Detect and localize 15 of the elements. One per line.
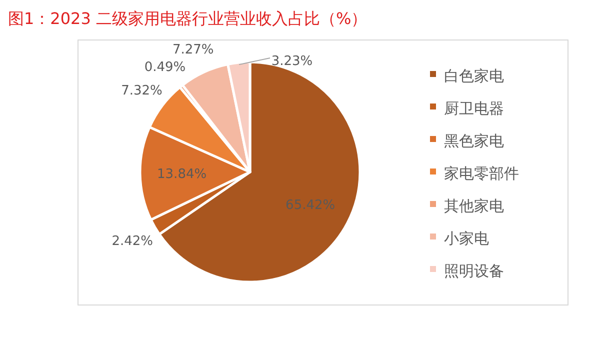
data-label: 7.27%	[172, 42, 214, 58]
legend-label: 照明设备	[444, 262, 504, 280]
legend-label: 家电零部件	[444, 164, 519, 182]
legend-label: 黑色家电	[444, 132, 504, 150]
chart-title: 图1：2023 二级家用电器行业营业收入占比（%）	[8, 9, 368, 28]
data-label: 0.49%	[144, 60, 186, 75]
data-label: 2.42%	[112, 234, 154, 250]
legend-label: 其他家电	[444, 197, 504, 215]
legend-label: 白色家电	[444, 67, 504, 85]
legend-label: 厨卫电器	[444, 100, 504, 118]
legend-label: 小家电	[444, 230, 489, 248]
data-label: 7.32%	[121, 84, 162, 99]
data-label: 65.42%	[286, 198, 336, 213]
data-label: 13.84%	[157, 166, 207, 182]
data-label: 3.23%	[271, 54, 313, 69]
